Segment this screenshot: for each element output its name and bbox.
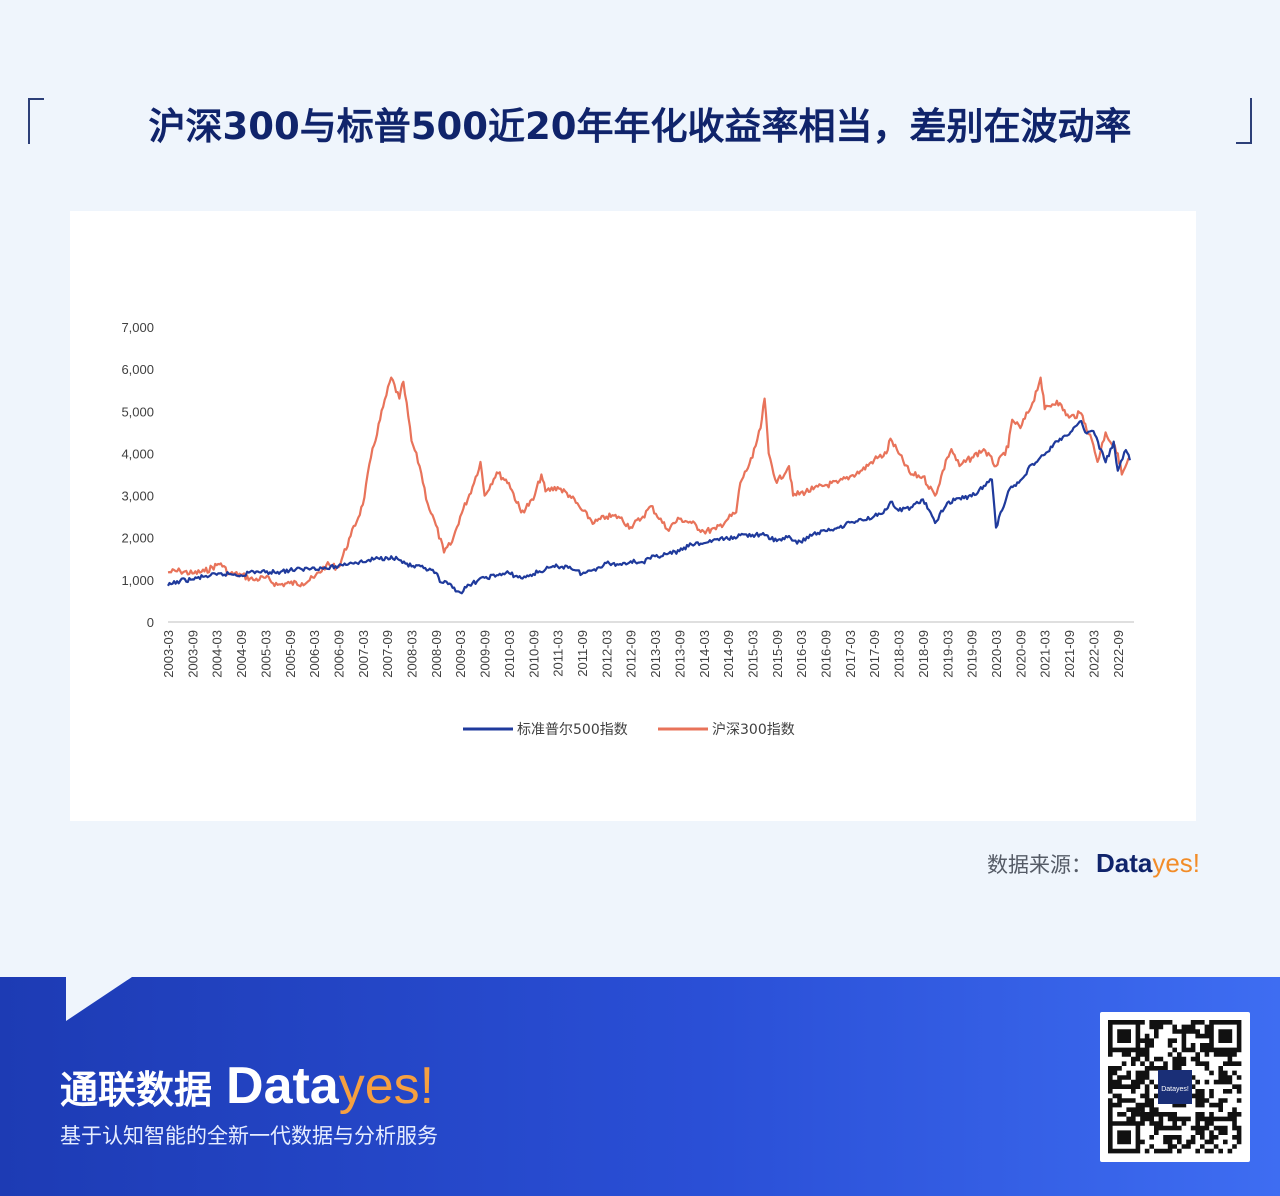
chart-card: 0 1,000 2,000 3,000 4,000 5,000 6,000 7,000 200… — [70, 211, 1196, 821]
x-tick-label: 2013-09 — [672, 630, 687, 678]
x-tick-label: 2007-09 — [380, 630, 395, 678]
qr-center-logo-box — [1158, 1070, 1192, 1104]
x-tick-label: 2017-03 — [843, 630, 858, 678]
y-tick-label: 2,000 — [121, 531, 154, 546]
data-source: 数据来源： Datayes! — [987, 848, 1200, 884]
x-tick-label: 2005-03 — [258, 630, 273, 678]
x-tick-label: 2019-09 — [965, 630, 980, 678]
qr-center-logo-text: Datayes! — [1161, 1086, 1189, 1093]
x-tick-label: 2010-09 — [526, 630, 541, 678]
x-tick-label: 2016-09 — [819, 630, 834, 678]
hs300-series-line — [167, 376, 1131, 588]
legend: 标准普尔500指数 沪深300指数 — [463, 722, 795, 738]
qr-code[interactable]: Datayes! — [1100, 1012, 1250, 1162]
y-tick-label: 0 — [147, 615, 154, 630]
datayes-logo-large: Datayes! — [226, 1056, 434, 1116]
logo-data-text-large: Data — [226, 1057, 339, 1115]
y-tick-label: 7,000 — [121, 320, 154, 335]
line-chart: 0 1,000 2,000 3,000 4,000 5,000 6,000 7,000 200… — [121, 320, 1134, 738]
x-tick-label: 2007-03 — [356, 630, 371, 678]
x-tick-label: 2008-09 — [429, 630, 444, 678]
x-tick-label: 2021-03 — [1038, 630, 1053, 678]
x-tick-label: 2019-03 — [940, 630, 955, 678]
logo-yes-text: yes! — [1152, 848, 1200, 878]
x-tick-label: 2011-03 — [551, 630, 566, 677]
y-tick-label: 4,000 — [121, 446, 154, 461]
qr-modules — [1108, 1020, 1242, 1154]
x-tick-label: 2004-09 — [234, 630, 249, 678]
x-tick-label: 2008-03 — [405, 630, 420, 678]
x-tick-label: 2020-09 — [1013, 630, 1028, 678]
chart-title: 沪深300与标普500近20年年化收益率相当，差别在波动率 — [148, 105, 1132, 148]
y-tick-label: 3,000 — [121, 489, 154, 504]
logo-yes-text-large: yes! — [338, 1057, 435, 1115]
x-tick-label: 2005-09 — [283, 630, 298, 678]
qr-code-pattern: Datayes! — [1108, 1020, 1242, 1154]
x-tick-label: 2004-03 — [210, 630, 225, 678]
x-tick-label: 2003-09 — [185, 630, 200, 678]
x-tick-label: 2012-09 — [624, 630, 639, 678]
x-tick-label: 2018-09 — [916, 630, 931, 678]
left-corner-bracket — [28, 98, 44, 144]
legend-hs300-label: 沪深300指数 — [712, 722, 795, 738]
y-tick-label: 1,000 — [121, 573, 154, 588]
company-name: 通联数据 — [60, 1068, 213, 1112]
x-tick-label: 2003-03 — [161, 630, 176, 678]
x-tick-label: 2014-09 — [721, 630, 736, 678]
x-tick-label: 2011-09 — [575, 630, 590, 677]
x-tick-label: 2017-09 — [867, 630, 882, 678]
x-tick-label: 2016-03 — [794, 630, 809, 678]
x-tick-label: 2022-03 — [1086, 630, 1101, 678]
footer-banner — [0, 977, 1280, 1196]
x-tick-label: 2009-03 — [453, 630, 468, 678]
x-tick-label: 2015-09 — [770, 630, 785, 678]
y-axis: 0 1,000 2,000 3,000 4,000 5,000 6,000 7,000 — [121, 320, 154, 630]
x-tick-label: 2010-03 — [502, 630, 517, 678]
data-source-label: 数据来源： — [986, 853, 1092, 877]
datayes-logo-small: Datayes! — [1096, 848, 1200, 879]
x-tick-label: 2021-09 — [1062, 630, 1077, 678]
x-tick-label: 2013-03 — [648, 630, 663, 678]
sp500-series-line — [167, 419, 1131, 595]
x-tick-label: 2014-03 — [697, 630, 712, 678]
footer-notch — [66, 977, 132, 1021]
logo-data-text: Data — [1095, 848, 1153, 878]
x-tick-label: 2022-09 — [1111, 630, 1126, 678]
x-axis: 2003-03 2003-09 2004-03 2004-09 2005-03 2005-… — [161, 621, 1134, 678]
x-tick-label: 2009-09 — [478, 630, 493, 678]
series-layer — [167, 376, 1131, 595]
x-tick-label: 2012-03 — [599, 630, 614, 678]
footer-brand: 通联数据 Datayes! — [60, 1056, 434, 1116]
x-tick-label: 2020-03 — [989, 630, 1004, 678]
x-tick-label: 2018-03 — [892, 630, 907, 678]
right-corner-bracket — [1236, 98, 1252, 144]
y-tick-label: 6,000 — [121, 362, 154, 377]
x-tick-label: 2015-03 — [745, 630, 760, 678]
x-tick-label: 2006-09 — [331, 630, 346, 678]
company-tagline: 基于认知智能的全新一代数据与分析服务 — [60, 1124, 438, 1148]
y-tick-label: 5,000 — [121, 404, 154, 419]
x-tick-label: 2006-03 — [307, 630, 322, 678]
headline: 沪深300与标普500近20年年化收益率相当，差别在波动率 — [24, 88, 1256, 158]
legend-sp500-label: 标准普尔500指数 — [517, 722, 628, 738]
